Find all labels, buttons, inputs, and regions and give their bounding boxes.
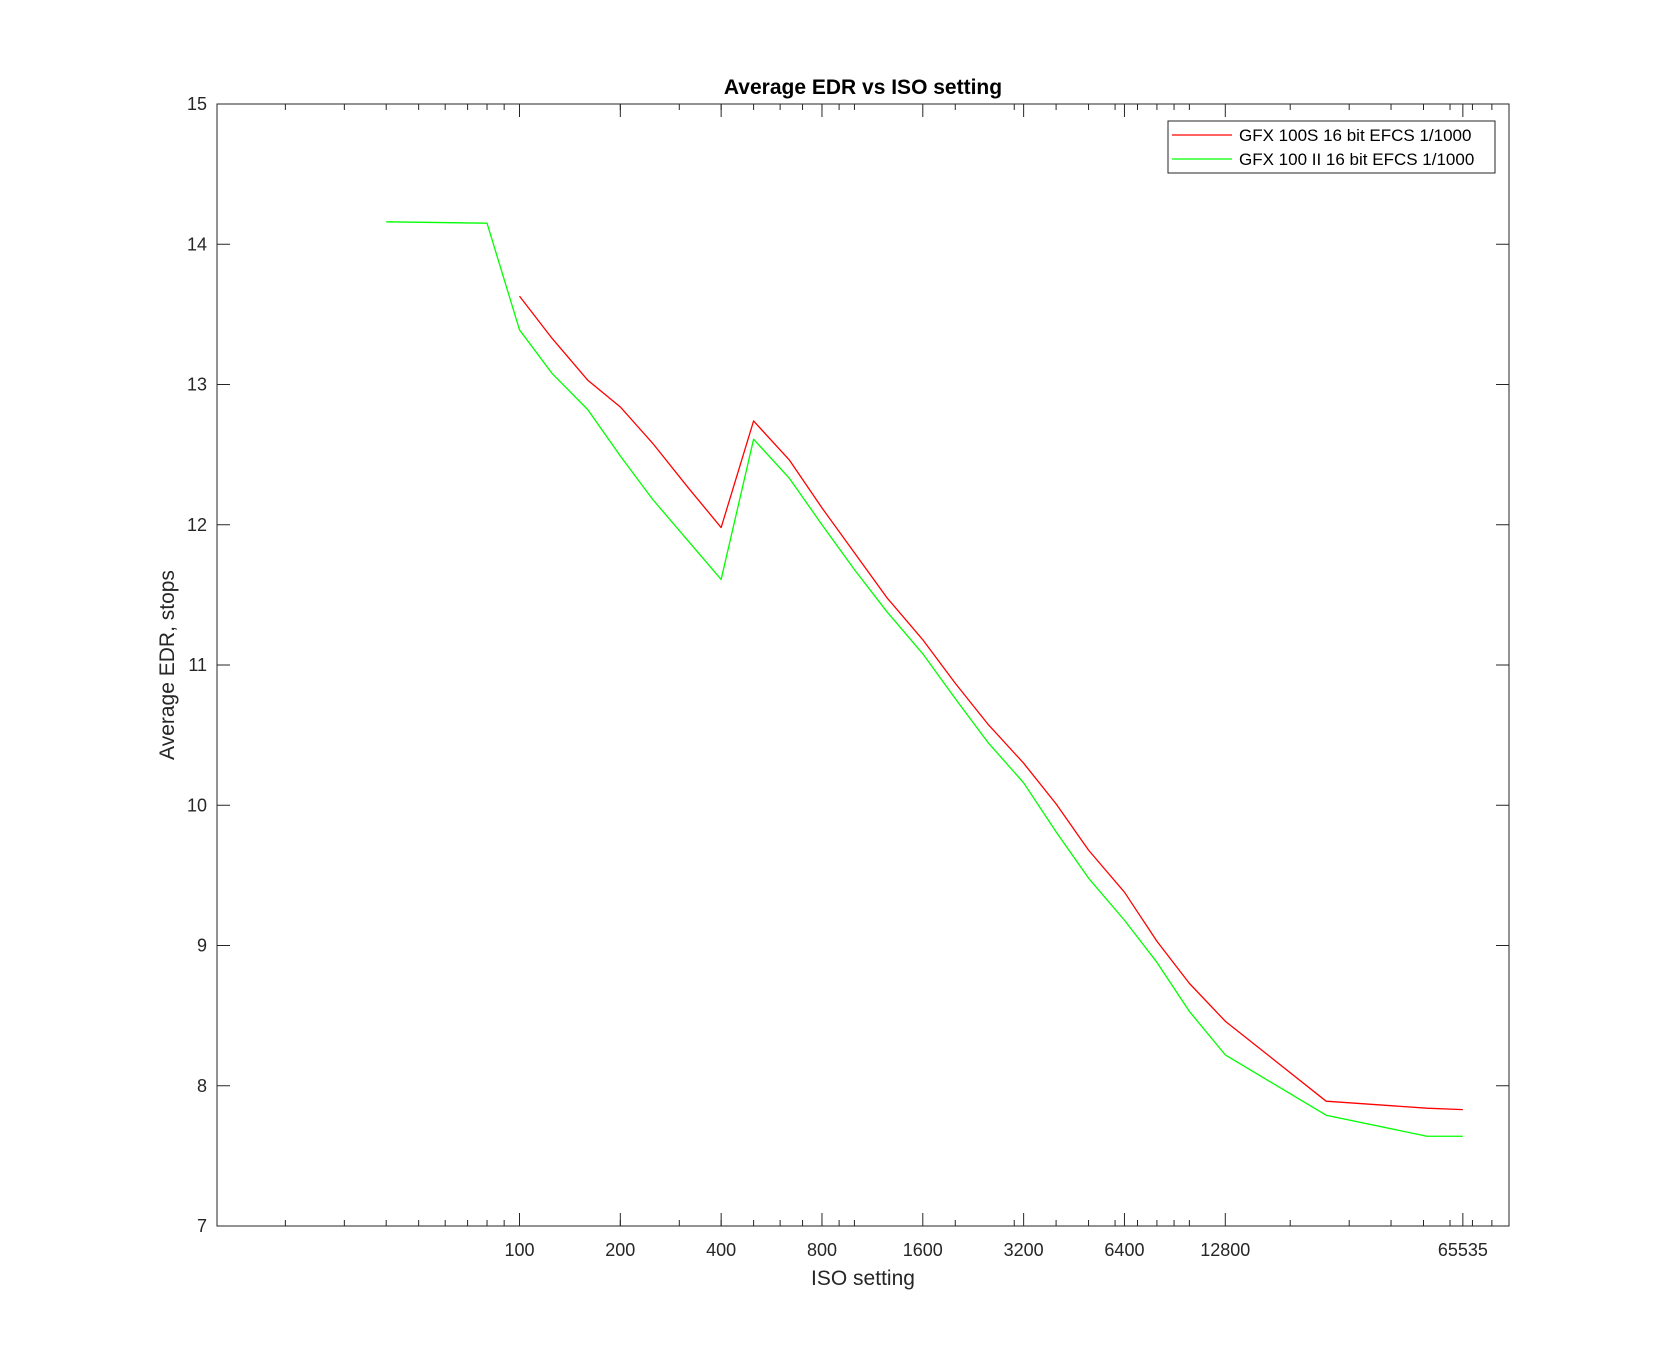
plot-frame — [216, 103, 1510, 1227]
x-tick-label: 12800 — [1200, 1240, 1250, 1260]
x-tick-label: 65535 — [1438, 1240, 1488, 1260]
y-axis-label: Average EDR, stops — [156, 570, 179, 760]
x-tick-label: 400 — [706, 1240, 736, 1260]
x-axis-label: ISO setting — [811, 1267, 915, 1290]
plot-area — [217, 104, 1509, 1226]
x-tick-label: 800 — [807, 1240, 837, 1260]
y-tick-label: 7 — [197, 1216, 207, 1236]
y-tick-label: 9 — [197, 936, 207, 956]
x-tick-label: 3200 — [1004, 1240, 1044, 1260]
y-tick-label: 8 — [197, 1076, 207, 1096]
y-tick-label: 15 — [187, 94, 207, 114]
y-tick-label: 12 — [187, 515, 207, 535]
y-tick-label: 10 — [187, 795, 207, 815]
legend-label-gfx100ii: GFX 100 II 16 bit EFCS 1/1000 — [1239, 150, 1474, 169]
legend: GFX 100S 16 bit EFCS 1/1000 GFX 100 II 1… — [1167, 120, 1496, 174]
x-tick-label: 200 — [605, 1240, 635, 1260]
y-tick-label: 11 — [188, 655, 207, 675]
y-tick-label: 13 — [187, 375, 207, 395]
series-line-0 — [518, 295, 1463, 1111]
x-tick-label: 6400 — [1104, 1240, 1144, 1260]
series-line-1 — [386, 221, 1463, 1137]
y-tick-label: 14 — [187, 234, 207, 254]
legend-label-gfx100s: GFX 100S 16 bit EFCS 1/1000 — [1239, 126, 1471, 145]
x-tick-label: 1600 — [903, 1240, 943, 1260]
chart-title: Average EDR vs ISO setting — [724, 76, 1002, 99]
x-tick-label: 100 — [504, 1240, 534, 1260]
legend-box — [1167, 120, 1496, 174]
y-tick-labels: 7 8 9 10 11 12 13 14 15 — [187, 94, 207, 1236]
series-layer — [386, 221, 1463, 1137]
x-tick-labels: 100 200 400 800 1600 3200 6400 12800 65535 — [504, 1240, 1487, 1260]
